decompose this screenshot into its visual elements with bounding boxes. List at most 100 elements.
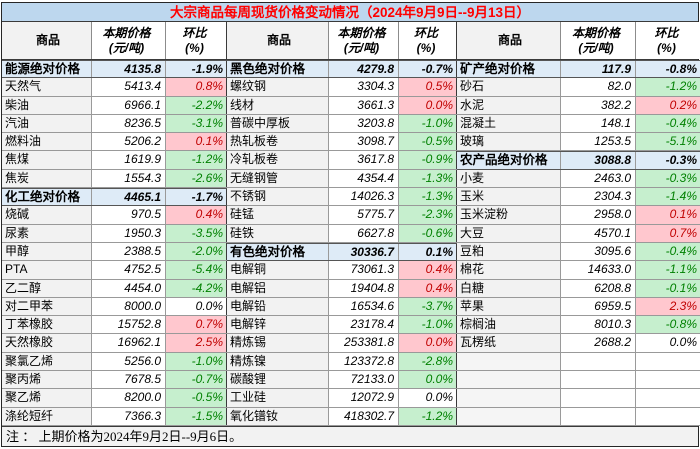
table-row: 能源绝对价格 4135.8 -1.9%	[2, 60, 227, 79]
pct-change-cell: -0.6%	[399, 224, 457, 242]
pct-change-cell: 2.5%	[166, 334, 227, 352]
pct-change-cell: -0.7%	[166, 371, 227, 389]
header-group: 商品 本期价格 (元/吨) 环比 (%)	[227, 22, 457, 59]
table-row: 电解铝 19404.8 0.4%	[227, 279, 457, 298]
table-row: 硅锰 5775.7 -2.3%	[227, 206, 457, 225]
pct-change-cell: 2.3%	[636, 297, 700, 316]
price-header-line1: 本期价格	[337, 25, 386, 40]
table-row: 聚氯乙烯 5256.0 -1.0%	[2, 352, 227, 372]
pct-change-cell: 0.0%	[399, 334, 457, 352]
commodity-name-cell: 焦炭	[2, 169, 92, 188]
pct-change-cell: -3.7%	[399, 297, 457, 316]
commodity-name-cell: 有色绝对价格	[227, 243, 329, 261]
commodity-name-cell: 小麦	[457, 169, 561, 188]
pct-change-cell	[636, 407, 700, 425]
table-group: 矿产绝对价格 117.9 -0.8% 砂石 82.0 -1.2% 水泥 382.2 0.2% 混凝…	[457, 60, 700, 426]
commodity-name-cell: 汽油	[2, 114, 92, 133]
table-row: 棕榈油 8010.3 -0.8%	[457, 316, 700, 335]
price-cell: 4570.1	[561, 224, 636, 242]
table-row: 小麦 2463.0 -0.3%	[457, 169, 700, 189]
commodity-name-cell: 精炼镍	[227, 352, 329, 371]
pct-change-cell: -2.3%	[399, 206, 457, 224]
pct-change-cell: -1.2%	[399, 407, 457, 425]
commodity-column-header: 商品	[227, 22, 329, 59]
price-cell: 5206.2	[92, 133, 166, 151]
price-cell: 4454.0	[92, 279, 166, 297]
commodity-name-cell: 工业硅	[227, 389, 329, 407]
table-row: PTA 4752.5 -5.4%	[2, 261, 227, 280]
price-cell: 2688.2	[561, 334, 636, 352]
pct-header-line2: (%)	[185, 40, 204, 55]
table-row: 涤纶短纤 7366.3 -1.5%	[2, 407, 227, 426]
price-cell: 4135.8	[92, 61, 166, 78]
table-row: 电解铅 16534.6 -3.7%	[227, 297, 457, 317]
price-cell: 4752.5	[92, 261, 166, 279]
commodity-name-cell: 无缝钢管	[227, 169, 329, 188]
price-cell: 12072.9	[329, 389, 399, 407]
price-cell: 14026.3	[329, 188, 399, 206]
pct-change-cell: -0.9%	[399, 151, 457, 169]
pct-change-cell: -0.8%	[636, 61, 700, 78]
table-row: 精炼锡 253381.8 0.0%	[227, 334, 457, 353]
commodity-name-cell: 苹果	[457, 297, 561, 316]
price-header-line2: (元/吨)	[343, 40, 380, 55]
pct-change-cell: -3.5%	[166, 224, 227, 242]
pct-change-cell: -1.7%	[166, 189, 227, 206]
pct-change-cell: 0.0%	[399, 371, 457, 389]
price-cell: 5413.4	[92, 78, 166, 96]
table-row: 砂石 82.0 -1.2%	[457, 78, 700, 97]
commodity-name-cell: 碳酸锂	[227, 371, 329, 389]
table-row: 有色绝对价格 30336.7 0.1%	[227, 242, 457, 262]
commodity-name-cell: 电解铝	[227, 279, 329, 297]
price-cell: 418302.7	[329, 407, 399, 425]
table-row: 尿素 1950.3 -3.5%	[2, 224, 227, 243]
commodity-name-cell: 柴油	[2, 96, 92, 114]
pct-header-line2: (%)	[416, 40, 436, 55]
price-cell: 4465.1	[92, 189, 166, 206]
commodity-name-cell: 聚乙烯	[2, 389, 92, 407]
table-row: 精炼镍 123372.8 -2.8%	[227, 352, 457, 372]
price-cell: 8000.0	[92, 297, 166, 316]
commodity-name-cell: 丁苯橡胶	[2, 316, 92, 334]
price-header-line2: (元/吨)	[578, 40, 614, 55]
commodity-name-cell: 棉花	[457, 261, 561, 279]
price-cell: 5775.7	[329, 206, 399, 224]
table-group: 黑色绝对价格 4279.8 -0.7% 螺纹钢 3304.3 0.5% 线材 3661.3 0.…	[227, 60, 457, 426]
pct-change-cell: -0.5%	[399, 133, 457, 151]
price-cell: 8236.5	[92, 114, 166, 133]
price-cell: 2958.0	[561, 206, 636, 224]
price-column-header: 本期价格 (元/吨)	[92, 22, 166, 59]
table-row: 白糖 6208.8 -0.1%	[457, 279, 700, 298]
table-header: 商品 本期价格 (元/吨) 环比 (%) 商品 本期价格 (元/吨) 环比 (%) 商品 本期价格 (元…	[2, 22, 700, 60]
table-row: 玉米 2304.3 -1.4%	[457, 188, 700, 207]
price-cell: 16534.6	[329, 297, 399, 316]
price-cell: 8010.3	[561, 316, 636, 334]
price-cell	[561, 371, 636, 389]
table-row: 棉花 14633.0 -1.1%	[457, 261, 700, 280]
pct-change-cell: -2.2%	[166, 96, 227, 114]
table-row: 无缝钢管 4354.4 -1.3%	[227, 169, 457, 189]
table-row: 热轧板卷 3098.7 -0.5%	[227, 133, 457, 152]
price-cell: 82.0	[561, 78, 636, 96]
table-row: 聚乙烯 8200.0 -0.5%	[2, 389, 227, 408]
table-row	[457, 389, 700, 408]
price-cell: 8200.0	[92, 389, 166, 407]
table-row: 苹果 6959.5 2.3%	[457, 297, 700, 317]
pct-header-line2: (%)	[657, 40, 676, 55]
table-group: 能源绝对价格 4135.8 -1.9% 天然气 5413.4 0.8% 柴油 6966.1 -2…	[2, 60, 227, 426]
pct-change-cell: -4.2%	[166, 279, 227, 297]
commodity-name-cell: 燃料油	[2, 133, 92, 151]
commodity-name-cell: 氧化镨钕	[227, 407, 329, 425]
commodity-name-cell: 玉米	[457, 188, 561, 206]
pct-change-cell	[636, 389, 700, 407]
table-row: 玉米淀粉 2958.0 0.1%	[457, 206, 700, 225]
pct-change-cell: 0.0%	[166, 297, 227, 316]
table-row: 普碳中厚板 3203.8 -1.0%	[227, 114, 457, 134]
commodity-name-cell: 化工绝对价格	[2, 189, 92, 206]
table-row: 瓦楞纸 2688.2 0.0%	[457, 334, 700, 353]
table-row: 化工绝对价格 4465.1 -1.7%	[2, 188, 227, 207]
price-cell	[561, 352, 636, 371]
price-header-line2: (元/吨)	[108, 40, 145, 55]
price-cell: 7678.5	[92, 371, 166, 389]
